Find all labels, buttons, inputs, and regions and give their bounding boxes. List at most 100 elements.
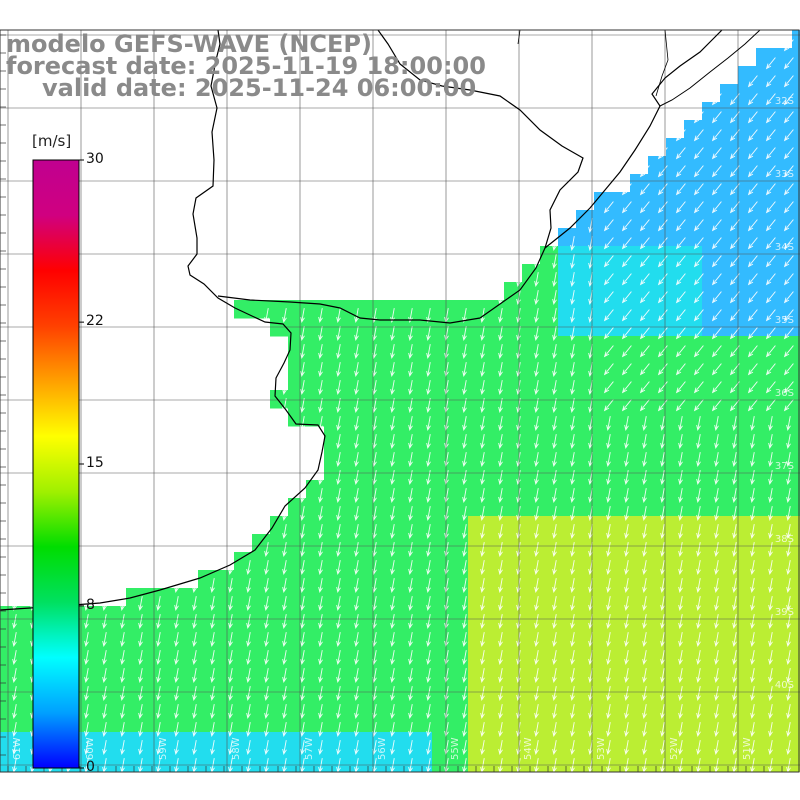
field-cell xyxy=(378,354,397,373)
wind-arrow xyxy=(282,308,287,324)
field-cell xyxy=(648,498,667,517)
wind-arrow xyxy=(426,596,431,612)
wind-arrow xyxy=(12,650,17,666)
field-cell xyxy=(666,732,685,751)
field-cell xyxy=(486,336,505,355)
field-cell xyxy=(774,120,793,139)
field-cell xyxy=(504,660,523,679)
field-cell xyxy=(180,660,199,679)
wind-arrow xyxy=(765,291,776,304)
wind-arrow xyxy=(621,255,632,268)
wind-arrow xyxy=(624,434,629,450)
wind-arrow xyxy=(480,632,485,648)
field-cell xyxy=(90,750,109,769)
wind-arrow xyxy=(714,632,719,648)
field-cell xyxy=(216,570,235,589)
wind-arrow xyxy=(480,506,485,522)
field-cell xyxy=(270,624,289,643)
field-cell xyxy=(450,372,469,391)
wind-arrow xyxy=(696,560,701,576)
wind-arrow xyxy=(786,488,791,504)
wind-arrow xyxy=(408,614,413,630)
wind-arrow xyxy=(696,668,701,684)
wind-arrow xyxy=(336,344,341,360)
field-cell xyxy=(450,390,469,409)
wind-arrow xyxy=(354,344,359,360)
wind-arrow xyxy=(621,183,632,196)
field-cell xyxy=(234,642,253,661)
wind-arrow xyxy=(765,309,776,322)
field-cell xyxy=(450,480,469,499)
field-cell xyxy=(702,732,721,751)
field-cell xyxy=(756,624,775,643)
wind-arrow xyxy=(693,273,704,286)
wind-arrow xyxy=(606,506,611,522)
wind-arrow xyxy=(624,470,629,486)
wind-arrow xyxy=(603,219,614,232)
field-cell xyxy=(738,192,757,211)
field-cell xyxy=(684,642,703,661)
wind-arrow xyxy=(552,272,557,288)
field-cell xyxy=(396,642,415,661)
field-cell xyxy=(522,534,541,553)
wind-arrow xyxy=(300,308,305,324)
wind-arrow xyxy=(534,578,539,594)
field-cell xyxy=(756,228,775,247)
field-cell xyxy=(540,462,559,481)
wind-arrow xyxy=(747,273,758,286)
wind-arrow xyxy=(786,470,791,486)
wind-arrow xyxy=(750,722,755,738)
field-cell xyxy=(684,498,703,517)
field-cell xyxy=(522,714,541,733)
field-cell xyxy=(486,354,505,373)
field-cell xyxy=(162,714,181,733)
field-cell xyxy=(720,534,739,553)
field-cell xyxy=(738,624,757,643)
wind-arrow xyxy=(639,219,650,232)
field-cell xyxy=(666,336,685,355)
field-cell xyxy=(486,462,505,481)
field-cell xyxy=(468,444,487,463)
wind-arrow xyxy=(732,614,737,630)
wind-arrow xyxy=(657,291,668,304)
field-cell xyxy=(306,336,325,355)
lat-label: 39S xyxy=(774,607,794,618)
field-cell xyxy=(90,768,109,772)
field-cell xyxy=(396,336,415,355)
field-cell xyxy=(324,696,343,715)
field-cell xyxy=(612,552,631,571)
field-cell xyxy=(756,390,775,409)
field-cell xyxy=(630,588,649,607)
field-cell xyxy=(576,534,595,553)
field-cell xyxy=(684,570,703,589)
wind-arrow xyxy=(603,237,614,250)
field-cell xyxy=(108,732,127,751)
field-cell xyxy=(468,732,487,751)
wind-arrow xyxy=(570,740,575,756)
field-cell xyxy=(576,768,595,772)
field-cell xyxy=(702,336,721,355)
field-cell xyxy=(720,102,739,121)
wind-arrow xyxy=(354,596,359,612)
field-cell xyxy=(702,534,721,553)
wind-arrow xyxy=(606,686,611,702)
field-cell xyxy=(576,444,595,463)
wind-arrow xyxy=(228,596,233,612)
wind-arrow xyxy=(246,722,251,738)
wind-arrow xyxy=(552,344,557,360)
field-cell xyxy=(792,642,800,661)
field-cell xyxy=(324,552,343,571)
wind-arrow xyxy=(660,506,665,522)
wind-arrow xyxy=(750,578,755,594)
wind-arrow xyxy=(282,686,287,702)
wind-arrow xyxy=(660,416,665,432)
wind-arrow xyxy=(678,632,683,648)
wind-arrow xyxy=(603,255,614,268)
field-cell xyxy=(414,408,433,427)
field-cell xyxy=(558,624,577,643)
field-cell xyxy=(234,732,253,751)
wind-arrow xyxy=(282,362,287,378)
field-cell xyxy=(666,282,685,301)
wind-arrow xyxy=(606,416,611,432)
wind-arrow xyxy=(210,686,215,702)
